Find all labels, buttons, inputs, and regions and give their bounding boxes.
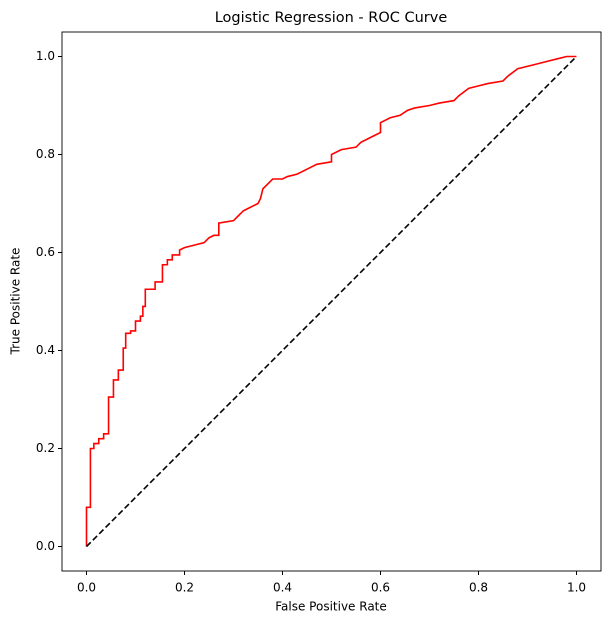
y-tick-label: 0.4 <box>36 343 55 357</box>
x-tick-label: 0.2 <box>175 581 194 595</box>
roc-line <box>85 55 577 547</box>
y-tick-label: 0.0 <box>36 539 55 553</box>
x-tick-label: 1.0 <box>567 581 586 595</box>
y-tick-label: 0.2 <box>36 441 55 455</box>
x-tick-label: 0.4 <box>273 581 292 595</box>
y-tick-label: 0.8 <box>36 147 55 161</box>
y-tick-label: 0.6 <box>36 245 55 259</box>
x-tick-label: 0.0 <box>77 581 96 595</box>
axes-frame <box>61 31 602 572</box>
x-tick-label: 0.8 <box>469 581 488 595</box>
roc-line <box>85 55 578 548</box>
y-tick-label: 1.0 <box>36 49 55 63</box>
x-axis-label: False Positive Rate <box>275 600 387 614</box>
chart-title: Logistic Regression - ROC Curve <box>215 10 448 26</box>
y-axis-label: True Positive Rate <box>9 248 23 356</box>
x-tick-label: 0.6 <box>371 581 390 595</box>
